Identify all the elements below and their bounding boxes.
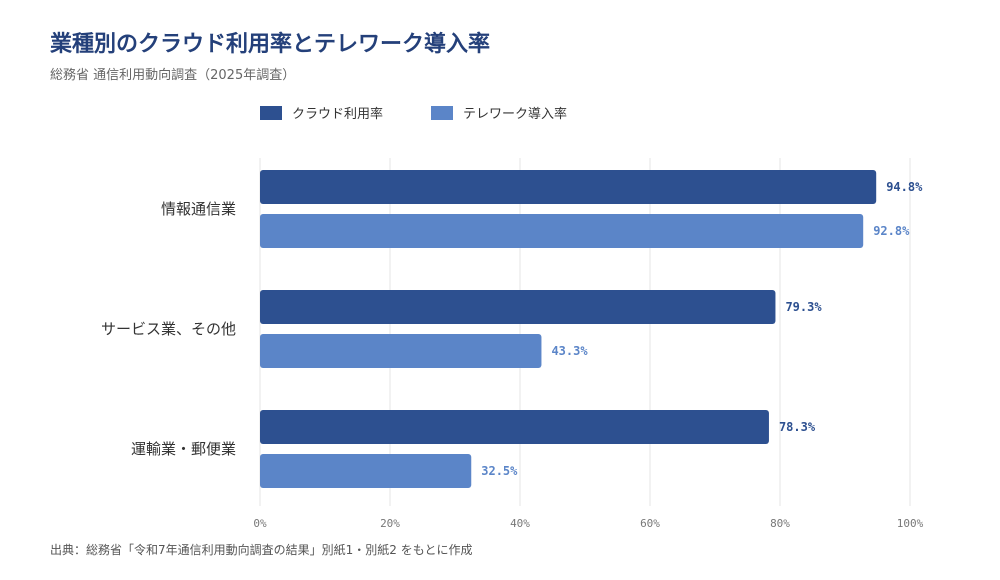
x-tick-label: 0% bbox=[253, 517, 267, 530]
x-tick-label: 40% bbox=[510, 517, 530, 530]
legend: クラウド利用率 テレワーク導入率 bbox=[260, 103, 567, 122]
legend-label-telework: テレワーク導入率 bbox=[463, 107, 568, 122]
data-label: 94.8% bbox=[886, 180, 923, 194]
chart-title: 業種別のクラウド利用率とテレワーク導入率 bbox=[50, 32, 491, 57]
legend-item-telework: テレワーク導入率 bbox=[431, 103, 567, 122]
x-tick-label: 80% bbox=[770, 517, 790, 530]
bar bbox=[260, 454, 472, 488]
x-tick-label: 60% bbox=[640, 517, 660, 530]
data-label: 32.5% bbox=[481, 464, 518, 478]
legend-item-cloud: クラウド利用率 bbox=[260, 103, 383, 122]
bar bbox=[260, 410, 769, 444]
bar bbox=[260, 214, 864, 248]
data-label: 78.3% bbox=[779, 420, 816, 434]
source-note: 出典：総務省「令和7年通信利用動向調査の結果」別紙1・別紙2 をもとに作成 bbox=[50, 543, 473, 557]
data-label: 43.3% bbox=[551, 344, 588, 358]
bar bbox=[260, 334, 542, 368]
legend-swatch-telework bbox=[431, 105, 454, 120]
data-label: 92.8% bbox=[873, 224, 910, 238]
x-tick-label: 100% bbox=[897, 517, 924, 530]
legend-label-cloud: クラウド利用率 bbox=[292, 107, 384, 122]
x-tick-label: 20% bbox=[380, 517, 400, 530]
category-label: 情報通信業 bbox=[161, 200, 236, 218]
data-label: 79.3% bbox=[785, 300, 822, 314]
category-label: サービス業、その他 bbox=[101, 320, 236, 338]
bar bbox=[260, 290, 776, 324]
bar bbox=[260, 170, 877, 204]
category-label: 運輸業・郵便業 bbox=[131, 440, 236, 458]
legend-swatch-cloud bbox=[260, 105, 282, 120]
chart-subtitle: 総務省 通信利用動向調査（2025年調査） bbox=[50, 68, 296, 83]
